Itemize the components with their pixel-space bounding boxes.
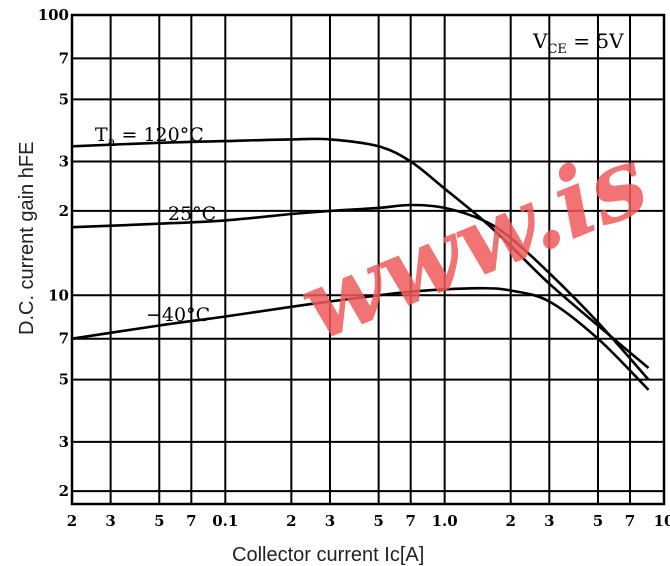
y-tick-label: 3 (59, 433, 69, 451)
x-tick-label: 5 (373, 512, 383, 530)
y-tick-label: 2 (59, 202, 69, 220)
y-tick-label: 7 (59, 49, 69, 67)
series-label-minus40c: −40°C (146, 304, 210, 326)
x-tick-label: 7 (186, 512, 196, 530)
y-tick-label: 7 (59, 330, 69, 348)
x-tick-label: 7 (405, 512, 415, 530)
x-tick-label: 2 (505, 512, 515, 530)
x-tick-label: 5 (593, 512, 603, 530)
y-tick-label: 10 (48, 286, 69, 304)
x-tick-label: 3 (105, 512, 115, 530)
series-label-25c: 25°C (168, 203, 216, 225)
y-tick-label: 100 (38, 6, 69, 24)
x-axis-title: Collector current Ic[A] (232, 544, 424, 566)
y-tick-label: 5 (59, 90, 69, 108)
y-axis-title: D.C. current gain hFE (16, 142, 38, 335)
x-tick-label: 3 (544, 512, 554, 530)
x-tick-label: 7 (625, 512, 635, 530)
series-line-2 (71, 286, 650, 391)
x-tick-label: 1.0 (432, 512, 458, 530)
y-tick-label: 5 (59, 371, 69, 389)
x-tick-label: 10 (654, 512, 670, 530)
watermark: www.is (284, 123, 662, 363)
condition-label: VCE = 5V (532, 29, 624, 57)
x-tick-label: 3 (325, 512, 335, 530)
x-tick-label: 2 (286, 512, 296, 530)
y-tick-label: 2 (59, 482, 69, 500)
x-tick-label: 0.1 (212, 512, 238, 530)
grid (70, 13, 666, 506)
x-tick-label: 5 (154, 512, 164, 530)
plot-frame (70, 13, 666, 506)
x-tick-label: 2 (67, 512, 77, 530)
series-line-1 (71, 203, 650, 381)
series-label-120c: Ta = 120°C (95, 124, 204, 150)
data-curves (71, 137, 650, 391)
y-tick-label: 3 (59, 153, 69, 171)
x-tick-labels: 2 3 5 7 0.1 2 3 5 7 1.0 2 3 5 7 10 (67, 512, 670, 530)
y-tick-labels: 2 3 5 7 10 2 3 5 7 100 (38, 6, 69, 500)
series-line-0 (71, 137, 650, 369)
